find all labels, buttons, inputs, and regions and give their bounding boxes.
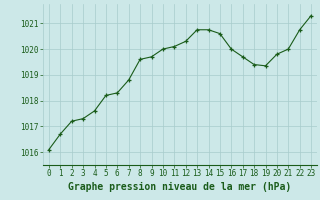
- X-axis label: Graphe pression niveau de la mer (hPa): Graphe pression niveau de la mer (hPa): [68, 182, 292, 192]
